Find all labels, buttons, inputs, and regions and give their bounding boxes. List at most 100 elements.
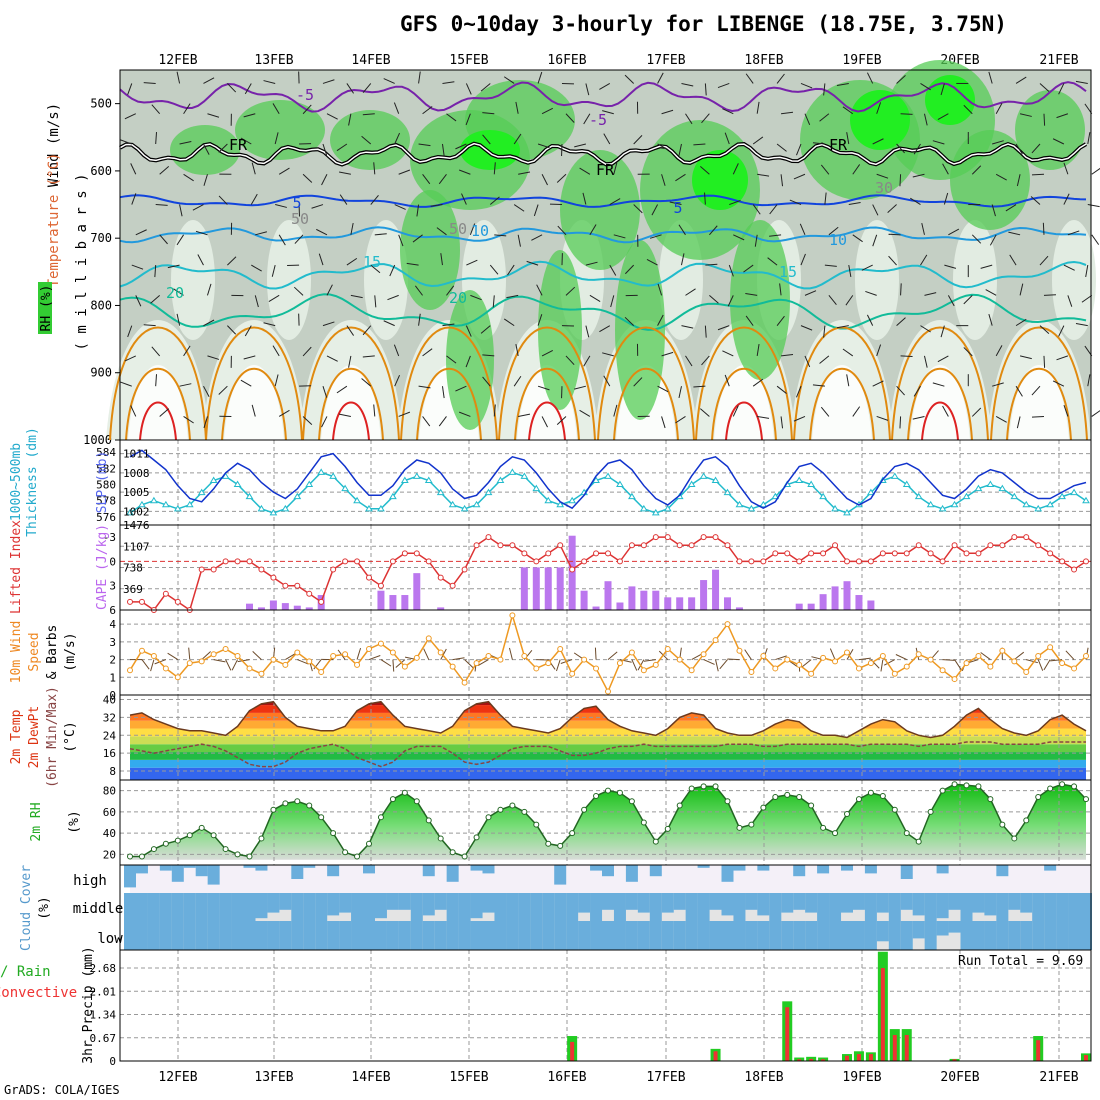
wind-barb [745, 292, 758, 296]
wind-barb [243, 355, 256, 360]
pressure-axis-label: ( m i l l i b a r s ) [74, 173, 90, 350]
wind-barb [154, 265, 157, 278]
cloud-cell [805, 893, 818, 913]
wind-barb [722, 350, 734, 357]
wind-barb [1015, 76, 1027, 84]
rh-line-point [1071, 783, 1078, 790]
wind-barb [776, 385, 787, 394]
wind-barb [436, 227, 447, 236]
rh-very-dry-dome [1009, 365, 1069, 440]
wind-barb [1063, 404, 1069, 417]
wind-barb [350, 294, 363, 299]
cloud-cell [195, 893, 208, 921]
thickness-line-point [209, 476, 218, 483]
wind-barb [321, 416, 328, 428]
cape-bar [831, 586, 839, 610]
wind-barb [585, 83, 590, 96]
wind-barb [819, 355, 830, 364]
wind-speed-line-point [844, 649, 850, 656]
lifted-index-line-point [987, 542, 994, 549]
rh-line-point [724, 798, 731, 805]
cloud-cell [518, 921, 531, 950]
contour-30 [221, 367, 287, 441]
lifted-index-line-point [1023, 534, 1030, 541]
wind-barb [507, 264, 515, 276]
rh-line-point [318, 814, 325, 821]
wind-barb [492, 295, 495, 308]
lifted-index-line-point [700, 534, 707, 541]
thickness-line-point [914, 492, 923, 500]
wind-barb [633, 204, 643, 214]
thickness-line-point [926, 500, 935, 508]
panel-frame [119, 609, 1092, 696]
cloud-cell [207, 921, 220, 950]
wind-speed-line-point [401, 663, 408, 670]
contour-30 [1006, 367, 1072, 441]
rh-line-point [557, 842, 564, 849]
wind-barb [155, 374, 158, 387]
lifted-index-line-point [270, 574, 277, 581]
thickness-line-point [938, 504, 947, 512]
cloud-cell [613, 921, 626, 950]
rh-line-point [198, 824, 205, 831]
wind-barb [846, 374, 850, 387]
wind-barb [828, 295, 837, 306]
wind-barb [348, 355, 352, 368]
wind-barb [466, 259, 478, 266]
lifted-index-tick: 0 [109, 555, 116, 568]
wind-barb [574, 385, 586, 390]
cape-bar [377, 590, 385, 610]
thickness-line-point [293, 492, 302, 500]
rh-line-point [772, 794, 779, 800]
cloud-cell [470, 921, 483, 950]
wind-speed-line-point [605, 688, 611, 695]
wind-barb [1016, 416, 1021, 429]
wind-speed-line-point [461, 679, 468, 686]
wind-barb [278, 234, 286, 246]
wind-barb [272, 345, 280, 357]
wind-barb [383, 320, 395, 327]
thickness-line-point [735, 500, 744, 508]
rh-line-point [951, 781, 958, 788]
wind-barb [661, 109, 674, 115]
wind-barb [183, 416, 194, 424]
rh-very-dry-dome [812, 365, 872, 440]
wind-barb [203, 143, 210, 155]
wind-barb [275, 204, 287, 208]
cape-bar [389, 595, 397, 610]
thickness-line-point [962, 492, 971, 500]
cloud-cell [363, 865, 375, 874]
cloud-cell [602, 893, 614, 910]
rh-line-point [879, 792, 886, 799]
rh-line-point [903, 830, 910, 837]
temp-tick: 32 [103, 711, 116, 724]
lifted-index-line-point [736, 558, 743, 565]
wind-speed-line-point [1011, 658, 1018, 665]
wind-barb [895, 654, 907, 661]
thickness-line-point [723, 488, 732, 496]
cloud-cell [195, 865, 208, 877]
wind-barb [744, 649, 752, 660]
rh-line-point [700, 783, 707, 790]
rh-line-point [354, 853, 361, 860]
cloud-cell [1044, 893, 1057, 921]
contour-25 [205, 326, 303, 441]
rh-line-point [999, 821, 1006, 828]
wind-speed-line-point [999, 647, 1006, 654]
wind-barb [613, 404, 618, 417]
wind-speed-line-point [593, 665, 600, 672]
wind-barb [876, 173, 889, 179]
cloud-cell [673, 921, 686, 950]
thickness-line-point [150, 496, 158, 504]
temp-tick: 8 [109, 765, 116, 778]
cloud-cell [398, 893, 411, 910]
contour-35 [528, 401, 566, 441]
cloud-cell [124, 893, 136, 921]
lifted-index-line-point [258, 566, 265, 573]
wind-tick: 3 [109, 636, 116, 649]
rh-line-point [437, 835, 444, 842]
wind-barb [1008, 231, 1021, 236]
wind-barb [589, 294, 601, 302]
cape-bar [293, 605, 301, 610]
wind-speed-line-point [366, 645, 372, 652]
